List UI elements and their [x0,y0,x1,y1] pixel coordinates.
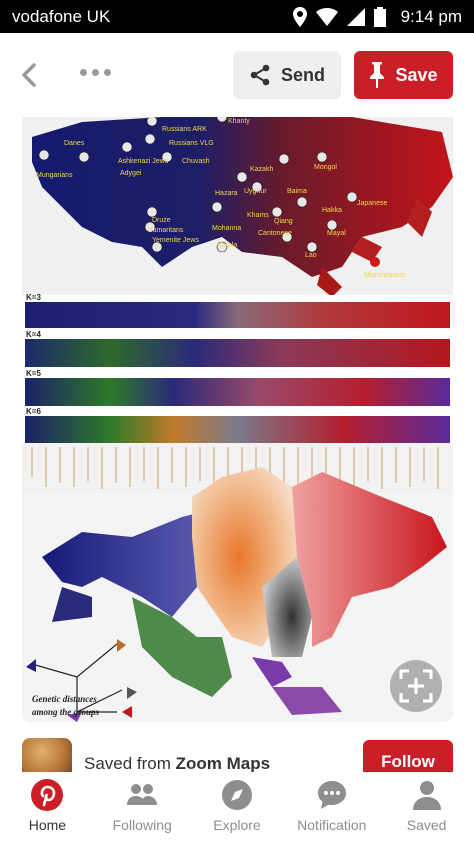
nav-item-explore[interactable]: Explore [190,772,285,842]
visual-search-icon [399,669,433,703]
genetic-map-illustration: Danes Mungarians Ashkenazi Jews Adygei R… [22,117,453,722]
label-adygei: Adygei [120,170,142,177]
distance-tree [31,643,123,713]
k6-label: K=6 [26,407,41,416]
source-prefix: Saved from [84,754,176,773]
label-micronesians: Micronesians [364,272,406,279]
k4-label: K=4 [26,330,41,339]
label-mungarians: Mungarians [36,172,73,179]
label-ashkenazi: Ashkenazi Jews [118,158,169,165]
speech-bubble-icon [317,781,346,809]
label-lao: Lao [305,252,317,259]
send-label: Send [280,64,325,85]
label-hakka: Hakka [322,207,342,214]
back-arrow-icon[interactable] [18,63,42,87]
label-khams: Khams [247,212,269,219]
nav-label-explore: Explore [213,817,261,833]
label-druze: Druze [152,217,171,224]
map-caption-line2: among the groups [32,707,100,717]
save-button[interactable]: Save [354,51,453,99]
person-icon [412,781,441,810]
nav-item-notification[interactable]: Notification [284,772,379,842]
label-kerala: Kerala [217,242,237,249]
nav-label-saved: Saved [406,817,447,833]
k6-bar [25,416,450,443]
population-tick-labels [31,447,439,489]
status-icons: 9:14 pm [292,6,462,27]
label-qiang: Qiang [274,218,293,225]
label-samaritans: Samaritans [148,227,184,234]
pin-toolbar: Send Save [0,33,474,117]
pin-image[interactable]: Danes Mungarians Ashkenazi Jews Adygei R… [22,117,453,722]
map-caption-line1: Genetic distances [32,694,97,704]
people-icon [127,784,158,805]
more-options-icon[interactable] [80,69,111,76]
bottom-nav: Home Following Explore Notification Save… [0,772,474,842]
k4-bar [25,339,450,367]
k3-label: K=3 [26,293,41,302]
label-khanty: Khanty [228,118,250,125]
nav-label-following: Following [112,817,172,833]
label-chuvash: Chuvash [182,158,210,165]
pinterest-logo-icon [31,779,64,811]
source-name: Zoom Maps [175,754,271,773]
label-baima: Baima [287,188,307,195]
send-button[interactable]: Send [233,51,341,99]
nav-item-home[interactable]: Home [0,772,95,842]
source-text[interactable]: Saved from Zoom Maps [84,754,270,774]
label-yemenite: Yemenite Jews [152,237,199,244]
status-bar: vodafone UK 9:14 pm [0,0,474,33]
nav-label-notification: Notification [297,817,367,833]
pin-icon [370,62,385,88]
label-kazakh: Kazakh [250,166,273,173]
battery-icon [373,6,386,27]
follow-button[interactable]: Follow [363,740,453,772]
visual-search-button[interactable] [390,660,442,712]
label-russians-ark: Russians ARK [162,126,207,133]
save-label: Save [395,64,438,85]
location-icon [292,6,307,27]
nav-item-following[interactable]: Following [95,772,190,842]
wifi-icon [315,7,338,26]
carrier-name: vodafone UK [12,6,111,26]
label-danes: Danes [64,140,85,147]
label-mayal: Mayal [327,230,346,237]
label-mongol: Mongol [314,164,337,171]
label-cantonese: Cantonese [258,230,292,237]
compass-icon [221,780,252,810]
nav-label-home: Home [28,817,67,833]
clock: 9:14 pm [400,6,462,26]
k5-label: K=5 [26,369,41,378]
source-row: Saved from Zoom Maps Follow [0,732,474,774]
k5-bar [25,378,450,406]
label-mohanna: Mohanna [212,225,241,232]
signal-icon [346,7,365,26]
label-uyghur: Uyghur [244,188,267,195]
nav-item-saved[interactable]: Saved [379,772,474,842]
k3-bar [25,302,450,328]
source-avatar[interactable] [22,738,72,772]
label-japanese: Japanese [357,200,387,207]
share-icon [250,64,270,86]
label-russians-vlg: Russians VLG [169,140,214,147]
label-hazara: Hazara [215,190,238,197]
